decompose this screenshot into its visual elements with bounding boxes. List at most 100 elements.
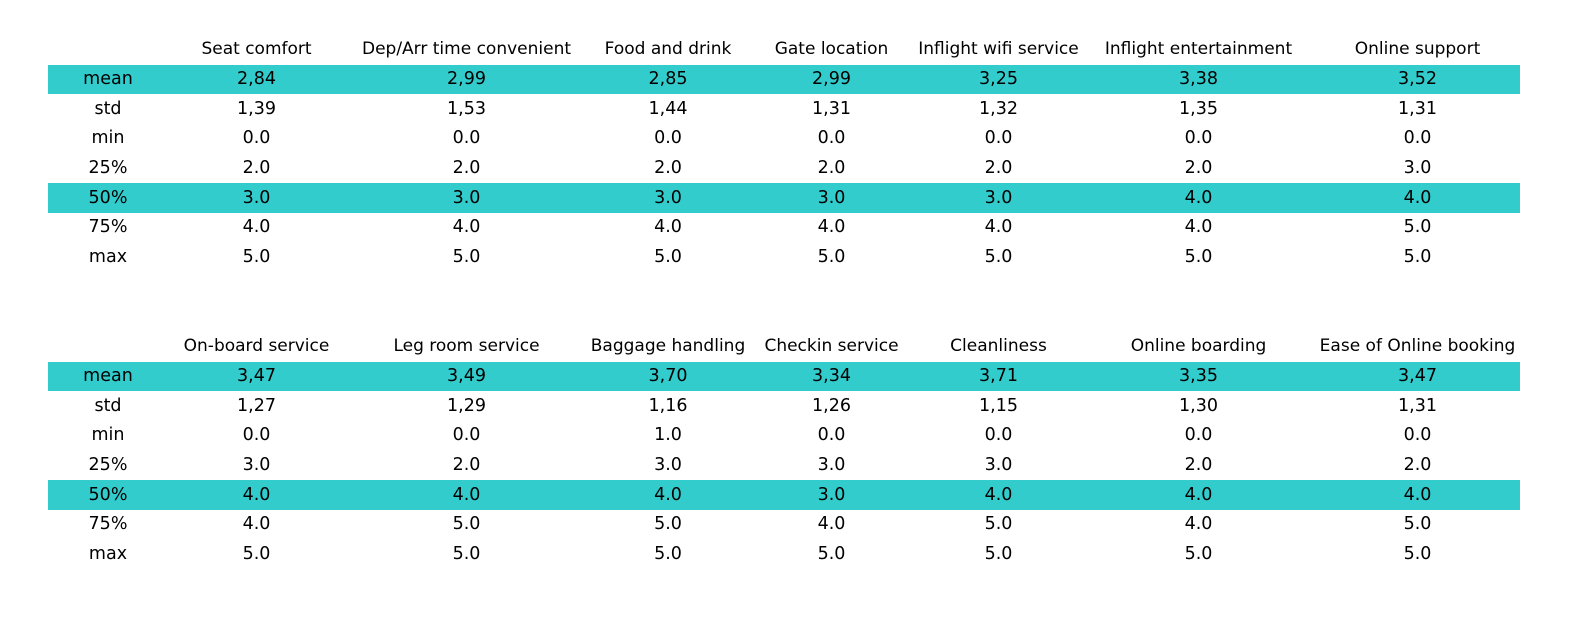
table-cell: 0.0 [242,128,271,149]
table-cell: 4.0 [1184,217,1213,238]
table-cell: 2.0 [1184,455,1213,476]
table-cell: 1,31 [1398,395,1437,416]
table-cell: 0.0 [1403,425,1432,446]
table-cell: 1,32 [979,98,1018,119]
row-label: min [91,425,125,446]
table-cell: 0.0 [984,128,1013,149]
table-row-75%: 75% 4.0 4.0 4.0 4.0 4.0 4.0 5.0 [48,213,1520,243]
table-cell: 5.0 [1403,514,1432,535]
table-cell: 1,53 [447,98,486,119]
table-cell: 3,71 [915,361,1082,392]
row-label: 75% [88,217,128,238]
table-row-50%: 50% 3.0 3.0 3.0 3.0 3.0 4.0 4.0 [48,183,1520,214]
column-header: Inflight entertainment [1104,39,1293,60]
table-cell: 3.0 [588,183,748,214]
table-row-max: max 5.0 5.0 5.0 5.0 5.0 5.0 5.0 [48,540,1520,570]
table-row-max: max 5.0 5.0 5.0 5.0 5.0 5.0 5.0 [48,243,1520,273]
table-cell: 4.0 [588,480,748,511]
column-header: Baggage handling [590,336,746,357]
table-cell: 5.0 [1184,247,1213,268]
table-cell: 4.0 [984,217,1013,238]
row-label: max [88,544,128,565]
table-cell: 3,70 [588,361,748,392]
table-row-75%: 75% 4.0 5.0 5.0 4.0 5.0 4.0 5.0 [48,510,1520,540]
table-cell: 4.0 [1315,183,1520,214]
table-cell: 5.0 [1184,544,1213,565]
table-cell: 5.0 [452,247,481,268]
table-cell: 5.0 [1403,544,1432,565]
row-label: 50% [48,480,168,511]
stats-table-1: Seat comfort Dep/Arr time convenient Foo… [48,35,1520,273]
table-cell: 3,35 [1082,361,1315,392]
column-header: Checkin service [764,336,899,357]
table-cell: 5.0 [654,514,682,535]
column-header [48,35,168,65]
table-cell: 2.0 [452,158,481,179]
table-cell: 0.0 [654,128,682,149]
table-cell: 2.0 [1403,455,1432,476]
table-cell: 1,27 [237,395,276,416]
table-cell: 3.0 [242,455,271,476]
row-label: 25% [88,455,128,476]
table-cell: 3.0 [748,183,915,214]
table-cell: 3,25 [915,64,1082,95]
table-cell: 3,34 [748,361,915,392]
table-cell: 5.0 [452,514,481,535]
table-cell: 4.0 [1315,480,1520,511]
table-cell: 5.0 [984,247,1013,268]
row-label: std [94,98,122,119]
column-header: Inflight wifi service [918,39,1079,60]
table-cell: 3,47 [168,361,345,392]
row-label: mean [48,361,168,392]
table-row-mean: mean 2,84 2,99 2,85 2,99 3,25 3,38 3,52 [48,64,1520,95]
table-cell: 1.0 [654,425,682,446]
column-header: Food and drink [604,39,732,60]
table-cell: 3,47 [1315,361,1520,392]
table-cell: 3,38 [1082,64,1315,95]
table-cell: 3,49 [345,361,588,392]
table-cell: 5.0 [984,544,1013,565]
table-cell: 1,16 [648,395,688,416]
table-cell: 4.0 [242,217,271,238]
table-cell: 4.0 [654,217,682,238]
column-header: Gate location [774,39,889,60]
column-header: Ease of Online booking [1319,336,1516,357]
table-cell: 3,52 [1315,64,1520,95]
table-cell: 5.0 [654,247,682,268]
table-cell: 2,99 [748,64,915,95]
table-cell: 3.0 [984,455,1013,476]
header-row: On-board service Leg room service Baggag… [48,332,1520,362]
table-cell: 3.0 [748,480,915,511]
row-label: 25% [88,158,128,179]
table-cell: 5.0 [654,544,682,565]
table-cell: 4.0 [817,217,846,238]
table-cell: 3.0 [654,455,682,476]
row-label: 50% [48,183,168,214]
table-cell: 1,29 [447,395,486,416]
table-cell: 0.0 [1403,128,1432,149]
table-cell: 4.0 [168,480,345,511]
table-cell: 1,39 [237,98,276,119]
table-cell: 3.0 [817,455,846,476]
table-cell: 0.0 [1184,128,1213,149]
row-label: 75% [88,514,128,535]
table-cell: 0.0 [242,425,271,446]
table-cell: 2.0 [817,158,846,179]
table-cell: 2.0 [984,158,1013,179]
table-cell: 0.0 [984,425,1013,446]
table-cell: 1,44 [648,98,688,119]
column-header: Dep/Arr time convenient [361,39,572,60]
row-label: max [88,247,128,268]
table-cell: 4.0 [915,480,1082,511]
table-cell: 4.0 [452,217,481,238]
row-label: std [94,395,122,416]
table-cell: 1,31 [1398,98,1437,119]
column-header: On-board service [183,336,330,357]
table-row-std: std 1,27 1,29 1,16 1,26 1,15 1,30 1,31 [48,391,1520,421]
table-cell: 1,30 [1179,395,1218,416]
stats-table-2: On-board service Leg room service Baggag… [48,332,1520,570]
table-cell: 1,15 [979,395,1018,416]
table-cell: 3.0 [1403,158,1432,179]
table-row-min: min 0.0 0.0 1.0 0.0 0.0 0.0 0.0 [48,421,1520,451]
table-cell: 5.0 [817,544,846,565]
